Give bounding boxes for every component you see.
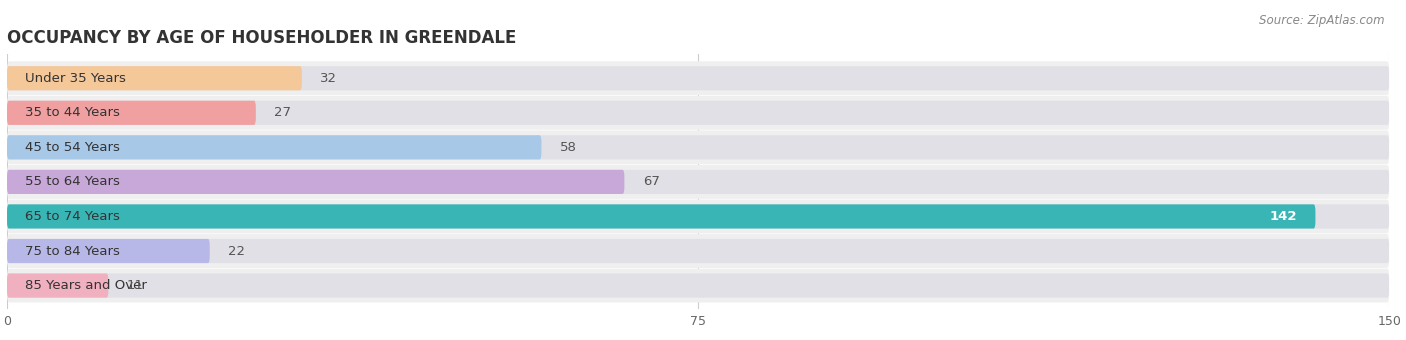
FancyBboxPatch shape xyxy=(7,101,256,125)
Text: Source: ZipAtlas.com: Source: ZipAtlas.com xyxy=(1260,14,1385,27)
FancyBboxPatch shape xyxy=(7,135,1389,159)
FancyBboxPatch shape xyxy=(7,239,1389,263)
FancyBboxPatch shape xyxy=(7,170,1389,194)
FancyBboxPatch shape xyxy=(7,239,209,263)
Text: 11: 11 xyxy=(127,279,143,292)
FancyBboxPatch shape xyxy=(7,200,1389,233)
FancyBboxPatch shape xyxy=(7,66,1389,90)
Text: Under 35 Years: Under 35 Years xyxy=(25,72,127,85)
Text: 22: 22 xyxy=(228,244,245,257)
FancyBboxPatch shape xyxy=(7,131,1389,164)
Text: 85 Years and Over: 85 Years and Over xyxy=(25,279,148,292)
FancyBboxPatch shape xyxy=(7,234,1389,268)
FancyBboxPatch shape xyxy=(7,96,1389,130)
Text: 55 to 64 Years: 55 to 64 Years xyxy=(25,175,121,188)
FancyBboxPatch shape xyxy=(7,101,1389,125)
Text: 45 to 54 Years: 45 to 54 Years xyxy=(25,141,121,154)
Text: 32: 32 xyxy=(321,72,337,85)
FancyBboxPatch shape xyxy=(7,135,541,159)
FancyBboxPatch shape xyxy=(7,204,1316,228)
FancyBboxPatch shape xyxy=(7,204,1389,228)
Text: 67: 67 xyxy=(643,175,659,188)
Text: 35 to 44 Years: 35 to 44 Years xyxy=(25,106,121,119)
FancyBboxPatch shape xyxy=(7,66,302,90)
Text: 27: 27 xyxy=(274,106,291,119)
Text: 142: 142 xyxy=(1270,210,1296,223)
Text: OCCUPANCY BY AGE OF HOUSEHOLDER IN GREENDALE: OCCUPANCY BY AGE OF HOUSEHOLDER IN GREEN… xyxy=(7,29,516,47)
FancyBboxPatch shape xyxy=(7,61,1389,95)
FancyBboxPatch shape xyxy=(7,165,1389,199)
Text: 65 to 74 Years: 65 to 74 Years xyxy=(25,210,121,223)
Text: 75 to 84 Years: 75 to 84 Years xyxy=(25,244,121,257)
Text: 58: 58 xyxy=(560,141,576,154)
FancyBboxPatch shape xyxy=(7,273,108,298)
FancyBboxPatch shape xyxy=(7,170,624,194)
FancyBboxPatch shape xyxy=(7,273,1389,298)
FancyBboxPatch shape xyxy=(7,269,1389,303)
